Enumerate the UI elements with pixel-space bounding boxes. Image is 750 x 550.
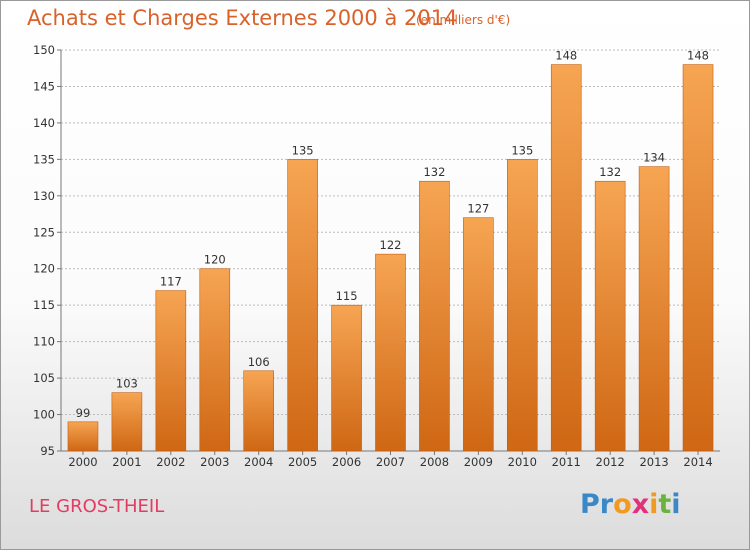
bar-2008 xyxy=(419,180,450,452)
x-tick-label: 2004 xyxy=(244,455,273,469)
y-tick-label: 130 xyxy=(33,189,55,203)
x-tick-label: 2014 xyxy=(683,455,712,469)
y-tick-label: 135 xyxy=(33,152,55,166)
x-tick-labels: 2000 2001 2002 2003 2004 2005 2006 2007 2008 2009… xyxy=(68,455,712,469)
bar-2010 xyxy=(506,159,538,452)
y-tick-label: 140 xyxy=(33,116,55,130)
y-tick-label: 145 xyxy=(33,79,55,93)
bar-2013 xyxy=(638,166,670,452)
bar-2000 xyxy=(67,421,99,452)
logo-letter: P xyxy=(580,489,600,520)
value-label: 132 xyxy=(423,165,445,179)
value-label: 148 xyxy=(687,49,709,63)
bar-2001 xyxy=(111,392,143,452)
bar-2005 xyxy=(287,159,318,452)
place-name: LE GROS-THEIL xyxy=(29,496,165,517)
x-tick-label: 2009 xyxy=(464,455,493,469)
y-tick-label: 110 xyxy=(33,335,55,349)
value-label: 122 xyxy=(380,238,402,252)
x-tick-label: 2003 xyxy=(200,455,229,469)
proxiti-logo: Proxiti xyxy=(580,489,681,520)
logo-letter: i xyxy=(649,489,659,520)
value-label: 117 xyxy=(160,275,182,289)
y-tick-label: 120 xyxy=(33,262,55,276)
value-label: 127 xyxy=(467,202,489,216)
x-tick-label: 2006 xyxy=(332,455,361,469)
x-tick-label: 2008 xyxy=(420,455,449,469)
y-tick-label: 125 xyxy=(33,225,55,239)
value-label: 148 xyxy=(555,49,577,63)
value-label: 115 xyxy=(336,289,358,303)
bar-2002 xyxy=(155,290,187,452)
x-tick-label: 2012 xyxy=(596,455,625,469)
bar-2006 xyxy=(331,304,362,452)
bar-2014 xyxy=(682,64,714,452)
x-tick-label: 2010 xyxy=(508,455,537,469)
value-label: 135 xyxy=(511,143,533,157)
y-tick-label: 105 xyxy=(33,371,55,385)
chart-subtitle: (en milliers d'€) xyxy=(416,13,511,27)
value-label: 120 xyxy=(204,253,226,267)
bar-2003 xyxy=(199,268,231,452)
value-labels: 99 103 117 120 106 135 115 122 132 127 135 148 132 13… xyxy=(76,49,709,420)
x-tick-label: 2000 xyxy=(68,455,97,469)
y-tick-label: 95 xyxy=(40,444,55,458)
y-tick-labels: 95 100 105 110 115 120 125 130 135 140 145 150 xyxy=(33,43,55,458)
value-label: 103 xyxy=(116,377,138,391)
y-tick-label: 115 xyxy=(33,298,55,312)
x-tick-label: 2011 xyxy=(552,455,581,469)
bar-2007 xyxy=(375,253,406,452)
x-tick-label: 2001 xyxy=(112,455,141,469)
logo-letter: t xyxy=(658,489,672,520)
x-tick-label: 2002 xyxy=(156,455,185,469)
y-tick-label: 150 xyxy=(33,43,55,57)
value-label: 134 xyxy=(643,151,665,165)
value-label: 132 xyxy=(599,165,621,179)
chart-title: Achats et Charges Externes 2000 à 2014 xyxy=(27,6,458,30)
bar-2012 xyxy=(594,180,626,452)
bars xyxy=(67,64,714,452)
value-label: 99 xyxy=(76,406,91,420)
value-label: 106 xyxy=(248,355,270,369)
value-label: 135 xyxy=(292,143,314,157)
bar-2009 xyxy=(463,217,494,452)
logo-letter: r xyxy=(599,489,614,520)
logo-letter: x xyxy=(631,489,650,520)
logo-letter: i xyxy=(671,489,681,520)
x-tick-label: 2007 xyxy=(376,455,405,469)
y-tick-label: 100 xyxy=(33,408,55,422)
x-tick-label: 2013 xyxy=(639,455,668,469)
x-tick-label: 2005 xyxy=(288,455,317,469)
logo-letter: o xyxy=(613,489,632,520)
bar-2004 xyxy=(243,370,274,452)
bar-2011 xyxy=(550,64,582,452)
